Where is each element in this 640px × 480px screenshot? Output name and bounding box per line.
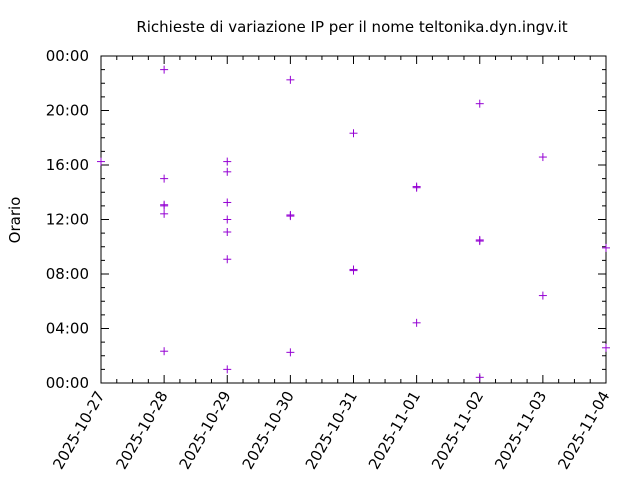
data-point (223, 365, 232, 374)
data-point (223, 255, 232, 264)
x-tick-label: 2025-11-04 (554, 388, 613, 473)
data-point (602, 243, 610, 252)
data-point (475, 373, 484, 382)
data-point (475, 99, 484, 108)
data-point (475, 237, 484, 246)
data-point (160, 201, 169, 210)
data-point (160, 65, 169, 74)
data-point (349, 129, 358, 138)
data-point (538, 291, 547, 300)
x-tick-label: 2025-10-30 (239, 388, 298, 473)
data-point (97, 157, 105, 166)
x-tick-label: 2025-11-01 (365, 388, 424, 473)
chart-title: Richieste di variazione IP per il nome t… (136, 18, 567, 36)
data-point (286, 212, 295, 221)
x-tick-label: 2025-11-03 (491, 388, 550, 473)
data-point (286, 348, 295, 357)
data-point (286, 75, 295, 84)
y-tick-label: 20:00 (46, 102, 89, 120)
y-tick-label: 04:00 (46, 320, 89, 338)
y-axis-label: Orario (6, 197, 24, 244)
y-tick-label: 16:00 (46, 156, 89, 174)
x-tick-label: 2025-10-27 (49, 388, 108, 473)
x-tick-label: 2025-10-29 (176, 388, 235, 473)
data-point (223, 157, 232, 166)
data-point (602, 343, 610, 352)
data-point (349, 266, 358, 275)
points-layer (97, 65, 610, 382)
y-tick-label: 12:00 (46, 211, 89, 229)
data-point (223, 227, 232, 236)
plot-frame (100, 55, 607, 384)
data-point (223, 167, 232, 176)
data-point (160, 174, 169, 183)
x-tick-label: 2025-11-02 (428, 388, 487, 473)
ticks-layer (100, 55, 607, 384)
data-point (160, 209, 169, 218)
y-tick-label: 08:00 (46, 265, 89, 283)
y-tick-labels: 00:00 04:00 08:00 12:00 16:00 20:00 00:00 (46, 47, 89, 392)
y-tick-label: 00:00 (46, 374, 89, 392)
y-tick-label: 00:00 (46, 47, 89, 65)
data-point (223, 215, 232, 224)
x-tick-label: 2025-10-31 (302, 388, 361, 473)
data-point (412, 183, 421, 192)
data-point (223, 198, 232, 207)
data-point (412, 318, 421, 327)
x-tick-labels: 2025-10-27 2025-10-28 2025-10-29 2025-10-30… (49, 388, 613, 473)
data-point (160, 347, 169, 356)
x-tick-label: 2025-10-28 (112, 388, 171, 473)
data-point (538, 153, 547, 162)
